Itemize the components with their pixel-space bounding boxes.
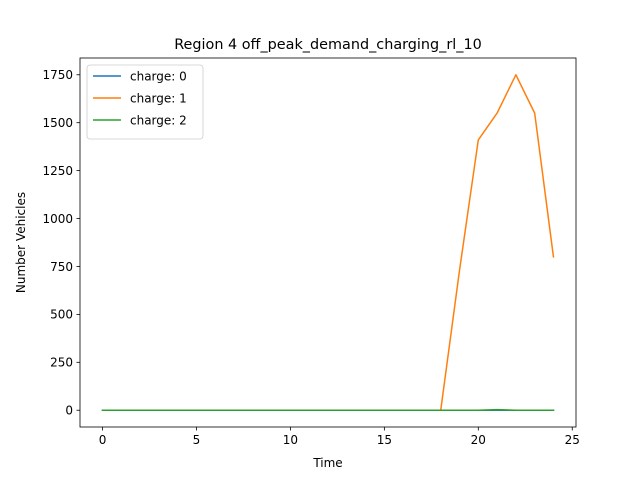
chart-title: Region 4 off_peak_demand_charging_rl_10: [174, 37, 482, 53]
y-tick-label: 0: [65, 404, 73, 418]
y-tick-label: 1250: [42, 164, 73, 178]
y-tick-label: 750: [50, 260, 73, 274]
x-tick-label: 15: [377, 433, 392, 447]
x-axis-label: Time: [312, 456, 342, 470]
series-line-2: [101, 408, 555, 411]
y-tick-label: 500: [50, 308, 73, 322]
x-tick-label: 10: [283, 433, 298, 447]
series-layer: [101, 74, 555, 411]
legend: charge: 0 charge: 1 charge: 2: [86, 64, 204, 140]
plot-frame: [79, 57, 577, 428]
x-tick-label: 25: [565, 433, 580, 447]
y-axis-label: Number Vehicles: [14, 192, 28, 293]
legend-label: charge: 0: [130, 69, 187, 83]
legend-label: charge: 1: [130, 91, 187, 105]
y-tick-label: 250: [50, 356, 73, 370]
x-tick-label: 20: [471, 433, 486, 447]
x-axis-ticks: 0 5 10 15 20 25: [99, 427, 580, 447]
x-tick-label: 0: [99, 433, 107, 447]
y-tick-label: 1750: [42, 68, 73, 82]
x-tick-label: 5: [193, 433, 201, 447]
legend-label: charge: 2: [130, 113, 187, 127]
y-tick-label: 1500: [42, 116, 73, 130]
y-tick-label: 1000: [42, 212, 73, 226]
y-axis-ticks: 0 250 500 750 1000 1250 1500 1750: [42, 68, 80, 418]
